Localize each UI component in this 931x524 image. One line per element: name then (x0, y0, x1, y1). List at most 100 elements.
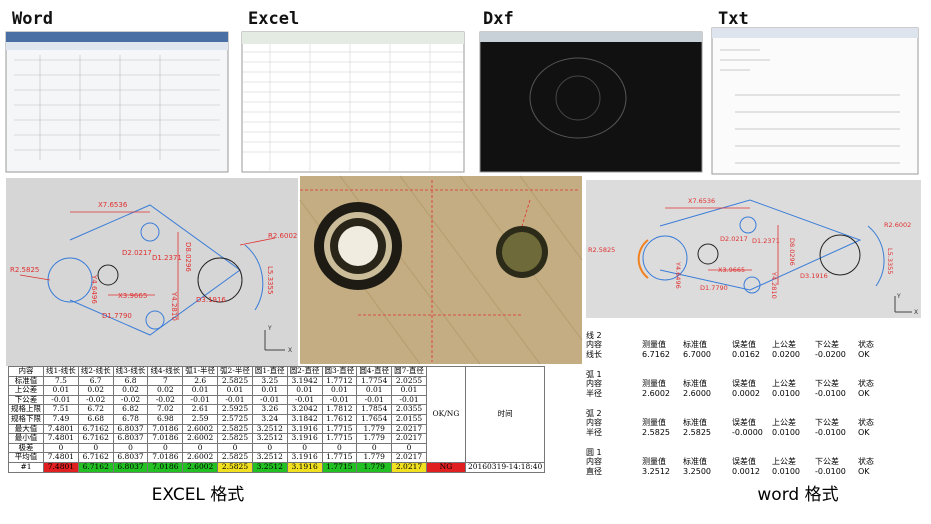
column-header: 误差值 (732, 378, 756, 388)
column-header: 测量值 (642, 417, 666, 427)
column-header: 下公差 (815, 339, 839, 349)
block-title: 圆 1 (586, 448, 602, 457)
table-cell: 2.0155 (391, 413, 427, 425)
table-cell: 3.1916 (286, 433, 323, 444)
column-header: 测量值 (642, 378, 666, 388)
table-cell: 0.02 (77, 385, 114, 396)
value: 6.7000 (683, 350, 711, 359)
table-cell: 0.01 (182, 385, 219, 396)
column-header: 测量值 (642, 339, 666, 349)
value: OK (858, 467, 870, 476)
table-cell: 0.01 (391, 385, 427, 396)
table-cell: 1.7715 (321, 433, 358, 444)
microscope-image (299, 175, 583, 365)
table-cell: 7.4801 (43, 452, 79, 463)
value: 2.5825 (683, 428, 711, 437)
table-cell: 2.5725 (217, 413, 253, 425)
axis-label: Y (267, 325, 272, 332)
block-feature: 半径 (586, 427, 602, 437)
table-cell: 2.6002 (182, 433, 219, 444)
table-row: 内容 线1-线长 线2-线长 线3-线长 线4-线长 弧1-半径 弧2-半径 圆1-直径 圆2-… (8, 366, 546, 463)
value: -0.0000 (732, 428, 763, 437)
dimension-label: D3.1916 (800, 272, 828, 280)
block-item: 内容 (586, 456, 602, 466)
table-cell: 1.7715 (321, 452, 358, 463)
column-header: 误差值 (732, 417, 756, 427)
value: -0.0100 (815, 389, 846, 398)
thumb-excel (241, 31, 465, 173)
thumb-word (5, 31, 229, 173)
table-cell: 1.779 (356, 452, 393, 463)
dimension-label: L5.3355 (886, 248, 894, 274)
table-cell: NG (425, 461, 466, 473)
table-cell: 时间 (464, 366, 546, 463)
table-cell: 线4-线长 (147, 366, 184, 377)
dimension-label: R2.5825 (588, 246, 615, 254)
block-item: 内容 (586, 417, 602, 427)
table-cell: 6.7162 (77, 433, 114, 444)
table-cell: 2.6002 (182, 461, 219, 473)
table-cell: 0.01 (321, 385, 358, 396)
column-header: 状态 (858, 339, 874, 349)
dimension-label: D8.0296 (184, 242, 192, 272)
table-cell: 2.0217 (391, 461, 427, 473)
column-header: 测量值 (642, 456, 666, 466)
column-header: 状态 (858, 378, 874, 388)
table-cell: 圆3-直径 (321, 366, 358, 377)
table-cell: 内容 (8, 366, 44, 377)
table-cell: 上公差 (8, 385, 44, 396)
column-header: 下公差 (815, 378, 839, 388)
value: 3.2512 (642, 467, 670, 476)
table-cell: 2.5825 (217, 452, 253, 463)
column-header: 状态 (858, 417, 874, 427)
table-cell: OK/NG (425, 366, 466, 463)
value: 0.0162 (732, 350, 760, 359)
table-cell: 20160319-14:18:40 (464, 461, 546, 473)
column-header: 下公差 (815, 417, 839, 427)
table-cell: 2.0217 (391, 433, 427, 444)
table-cell: 7.49 (43, 413, 79, 425)
table-cell: 7.4801 (43, 433, 79, 444)
table-cell: 3.2512 (251, 461, 288, 473)
dimension-label: Y4.6496 (90, 274, 98, 304)
dimension-label: D1.7790 (102, 312, 132, 320)
table-cell: 2.6002 (182, 452, 219, 463)
table-cell: 线2-线长 (77, 366, 114, 377)
dimension-label: D2.0217 (720, 235, 748, 243)
column-header: 误差值 (732, 339, 756, 349)
heading: Txt (718, 9, 749, 29)
column-header: 上公差 (772, 339, 796, 349)
value: 3.2500 (683, 467, 711, 476)
value: -0.0200 (815, 350, 846, 359)
column-header: 上公差 (772, 417, 796, 427)
table-cell: 7.0186 (147, 433, 184, 444)
heading: Dxf (483, 9, 514, 29)
table-cell: 6.7162 (77, 461, 114, 473)
dimension-label: R2.6002 (884, 221, 911, 229)
table-cell: 1.7715 (321, 461, 358, 473)
caption: word 格式 (757, 485, 838, 505)
dimension-label: R2.6002 (268, 232, 297, 240)
table-cell: 6.68 (77, 413, 114, 425)
table-cell: 弧2-半径 (217, 366, 253, 377)
table-cell: 1.779 (356, 461, 393, 473)
table-cell: 3.24 (251, 413, 288, 425)
column-header: 标准值 (683, 339, 707, 349)
value: 0.0100 (772, 428, 800, 437)
dimension-label: R2.5825 (10, 266, 39, 274)
column-header: 上公差 (772, 456, 796, 466)
block-feature: 直径 (586, 466, 602, 476)
dimension-label: X3.9665 (718, 266, 745, 274)
value: 0.0100 (772, 467, 800, 476)
table-cell: 线1-线长 (43, 366, 79, 377)
dimension-label: Y4.6496 (674, 261, 682, 289)
column-header: 标准值 (683, 417, 707, 427)
table-cell: 3.1916 (286, 461, 323, 473)
value: 2.6002 (642, 389, 670, 398)
thumb-dxf (479, 31, 703, 173)
table-cell: 0.01 (217, 385, 253, 396)
table-cell: 3.2512 (251, 433, 288, 444)
table-cell: 0.01 (286, 385, 323, 396)
table-cell: 0.01 (43, 385, 79, 396)
